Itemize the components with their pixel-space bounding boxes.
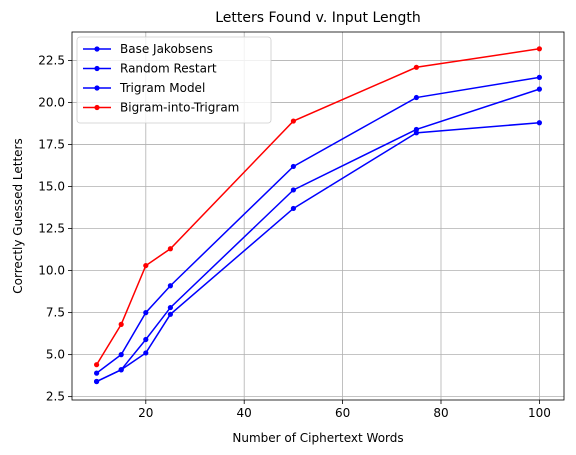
x-tick-label: 100	[528, 406, 551, 420]
data-point-bigram-into-trigram	[413, 64, 419, 70]
data-point-trigram-model	[143, 310, 149, 316]
data-point-bigram-into-trigram	[143, 262, 149, 269]
x-tick-label: 80	[433, 406, 448, 420]
legend-entry: Trigram Model	[119, 81, 205, 95]
series-random-restart	[94, 86, 543, 385]
data-point-trigram-model	[94, 370, 100, 376]
plot-frame	[71, 31, 565, 401]
data-point-bigram-into-trigram	[167, 246, 173, 252]
data-point-trigram-model	[167, 283, 173, 289]
data-point-trigram-model	[536, 74, 543, 80]
data-point-random-restart	[536, 86, 543, 92]
series-line-base-jakobsens	[96, 121, 540, 383]
legend-marker	[94, 104, 100, 111]
y-tick-label: 15.0	[38, 180, 65, 194]
data-point-bigram-into-trigram	[118, 321, 124, 327]
legend-entry: Bigram-into-Trigram	[120, 101, 239, 115]
y-tick-label: 2.5	[46, 390, 65, 404]
legend-box	[76, 36, 272, 124]
data-point-base-jakobsens	[536, 120, 543, 126]
legend-marker	[94, 46, 100, 52]
y-tick-label: 20.0	[38, 96, 65, 110]
data-point-trigram-model	[413, 94, 419, 101]
data-point-bigram-into-trigram	[290, 118, 296, 124]
data-point-bigram-into-trigram	[536, 46, 543, 52]
y-tick-label: 22.5	[38, 54, 65, 68]
data-point-base-jakobsens	[167, 311, 173, 317]
data-point-bigram-into-trigram	[94, 362, 100, 368]
grid	[72, 32, 564, 400]
legend-marker	[94, 65, 100, 72]
y-tick-label: 7.5	[46, 306, 65, 320]
x-tick-label: 60	[335, 406, 350, 420]
x-tick-label: 40	[237, 406, 252, 420]
data-point-base-jakobsens	[290, 205, 296, 212]
data-point-random-restart	[94, 378, 100, 385]
y-tick-label: 17.5	[38, 138, 65, 152]
series-base-jakobsens	[94, 120, 543, 385]
chart-title: Letters Found v. Input Length	[215, 10, 421, 26]
x-axis-label: Number of Ciphertext Words	[232, 431, 403, 445]
legend: Base Jakobsens Random Restart Trigram Mode…	[76, 36, 272, 124]
data-point-random-restart	[118, 367, 124, 373]
series-layer	[94, 46, 543, 385]
data-point-random-restart	[413, 126, 419, 133]
data-point-random-restart	[290, 187, 296, 193]
y-axis-label: Correctly Guessed Letters	[11, 138, 25, 294]
data-point-trigram-model	[290, 163, 296, 170]
data-point-random-restart	[143, 336, 149, 343]
series-line-random-restart	[96, 88, 540, 383]
legend-marker	[94, 85, 100, 91]
data-point-random-restart	[167, 304, 173, 311]
legend-entry: Random Restart	[120, 62, 217, 76]
x-axis: 20 40 60 80 100	[138, 400, 551, 420]
series-bigram-into-trigram	[94, 46, 543, 368]
y-tick-label: 12.5	[38, 222, 65, 236]
y-tick-label: 10.0	[38, 264, 65, 278]
y-tick-label: 5.0	[46, 348, 65, 362]
y-axis: 2.5 5.0 7.5 10.0 12.5 15.0 17.5 20.0 22.5	[38, 54, 72, 404]
data-point-base-jakobsens	[143, 350, 149, 356]
x-tick-label: 20	[138, 406, 153, 420]
data-point-trigram-model	[118, 352, 124, 358]
legend-entry: Base Jakobsens	[120, 42, 213, 56]
series-trigram-model	[94, 74, 543, 376]
